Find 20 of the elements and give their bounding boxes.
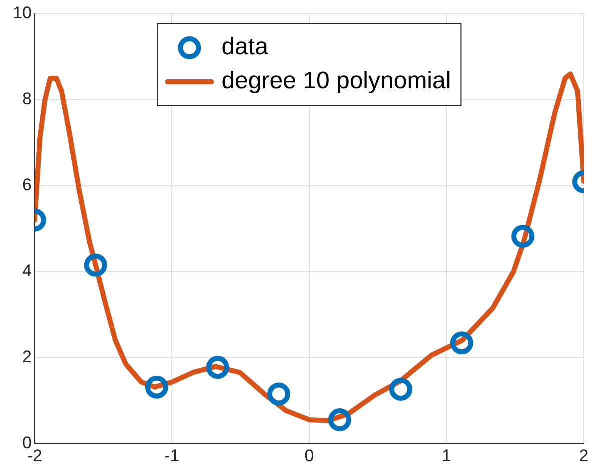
y-tick-label: 4 [22,261,32,280]
y-tick-label: 0 [22,433,32,452]
y-tick-label: 10 [12,4,32,23]
legend-label: data [222,34,270,61]
point [390,378,413,401]
x-tick-label: 2 [579,446,589,466]
legend-label: degree 10 polynomial [222,68,452,95]
x-tick-label: 1 [442,446,452,466]
x-tick-label: 0 [304,446,314,466]
x-tick-label: -1 [164,446,180,466]
point [450,332,474,355]
point [512,225,535,248]
y-tick-label: 6 [22,176,32,195]
point [328,408,352,432]
point [145,376,168,399]
y-tick-label: 2 [22,347,32,366]
point [84,254,108,277]
point [267,382,290,406]
y-tick-label: 8 [22,90,32,109]
point [206,356,230,380]
